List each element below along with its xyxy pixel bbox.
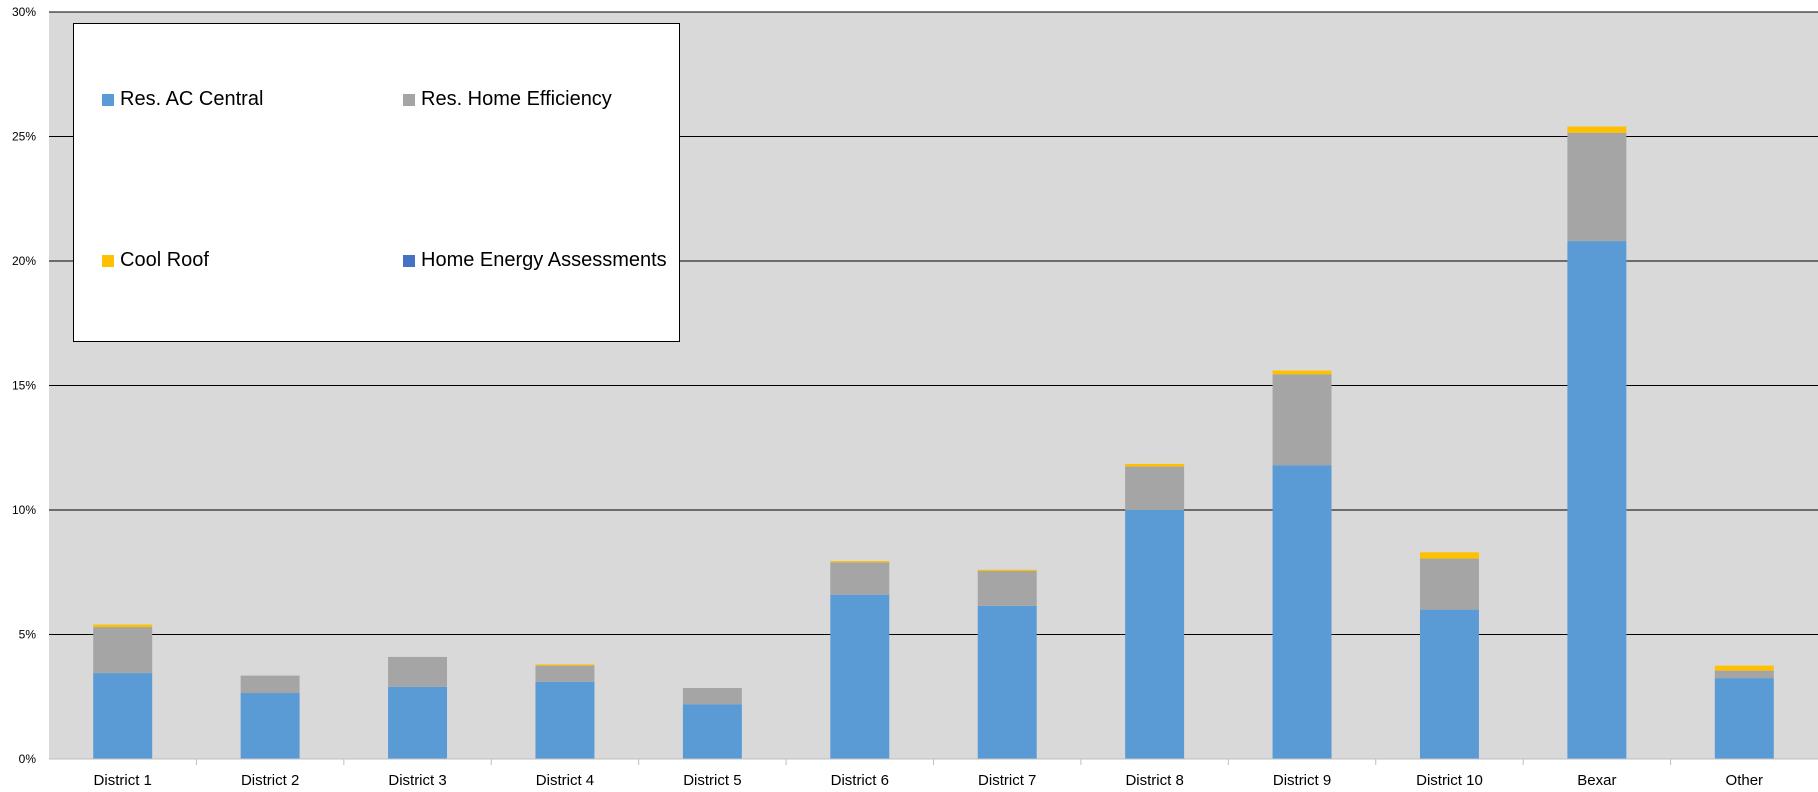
legend-item-home-energy-assessments: Home Energy Assessments — [403, 249, 667, 272]
bar-segment — [1272, 370, 1332, 375]
legend-swatch — [403, 93, 415, 106]
legend: Res. AC Central Res. Home Efficiency Coo… — [73, 23, 680, 342]
x-tick-label: District 6 — [831, 772, 889, 789]
x-tick-label: District 1 — [94, 772, 152, 789]
legend-swatch — [102, 93, 114, 106]
bar-segment — [535, 664, 595, 666]
bar-segment — [388, 656, 448, 687]
bar-segment — [240, 693, 300, 759]
y-tick-label: 20% — [12, 254, 36, 268]
bar-segment — [535, 681, 595, 759]
bar-segment — [977, 571, 1037, 606]
legend-item-cool-roof: Cool Roof — [102, 249, 209, 272]
legend-label: Res. Home Efficiency — [421, 88, 612, 110]
x-tick-label: District 3 — [388, 772, 446, 789]
bar-segment — [1272, 374, 1332, 466]
bar-segment — [240, 675, 300, 694]
bar-segment — [1567, 132, 1627, 242]
bar-segment — [1125, 510, 1185, 759]
x-tick-label: District 2 — [241, 772, 299, 789]
x-tick-label: Bexar — [1577, 772, 1616, 789]
x-tick-label: District 7 — [978, 772, 1036, 789]
bar-segment — [1125, 463, 1185, 467]
bar-segment — [1714, 678, 1774, 759]
y-tick-label: 5% — [19, 628, 37, 642]
bars — [93, 126, 1774, 759]
y-tick-label: 30% — [12, 5, 36, 19]
x-tick-label: District 9 — [1273, 772, 1331, 789]
legend-item-res-ac-central: Res. AC Central — [102, 88, 263, 111]
y-tick-label: 10% — [12, 503, 36, 517]
bar-segment — [1125, 466, 1185, 510]
bar-segment — [977, 605, 1037, 759]
bar-segment — [1419, 552, 1479, 559]
x-tick-label: District 4 — [536, 772, 594, 789]
y-tick-label: 0% — [19, 752, 37, 766]
bar-segment — [830, 561, 890, 563]
bar-segment — [388, 686, 448, 759]
legend-swatch — [403, 254, 415, 267]
y-tick-label: 15% — [12, 379, 36, 393]
legend-item-res-home-efficiency: Res. Home Efficiency — [403, 88, 612, 111]
legend-label: Cool Roof — [120, 249, 209, 271]
bar-segment — [93, 673, 153, 759]
x-tick-label: District 8 — [1125, 772, 1183, 789]
bar-segment — [1419, 609, 1479, 759]
bar-segment — [93, 624, 153, 628]
x-tick-label: District 10 — [1416, 772, 1483, 789]
bar-segment — [1567, 126, 1627, 133]
bar-segment — [1714, 670, 1774, 679]
bar-segment — [977, 569, 1037, 572]
bar-segment — [1419, 558, 1479, 610]
y-tick-label: 25% — [12, 130, 36, 144]
x-tick-label: Other — [1726, 772, 1764, 789]
legend-swatch — [102, 254, 114, 267]
bar-segment — [1567, 241, 1627, 759]
bar-segment — [830, 594, 890, 759]
bar-segment — [93, 627, 153, 674]
bar-segment — [682, 704, 742, 759]
legend-label: Res. AC Central — [120, 88, 264, 110]
bar-segment — [830, 562, 890, 595]
axes: 0% 5% 10% 15% 20% 25% 30% District 1 District 2 D… — [12, 5, 1818, 789]
bar-segment — [682, 688, 742, 705]
x-tick-label: District 5 — [683, 772, 741, 789]
legend-label: Home Energy Assessments — [421, 249, 667, 271]
bar-segment — [1714, 665, 1774, 671]
bar-segment — [535, 665, 595, 682]
bar-segment — [1272, 465, 1332, 759]
